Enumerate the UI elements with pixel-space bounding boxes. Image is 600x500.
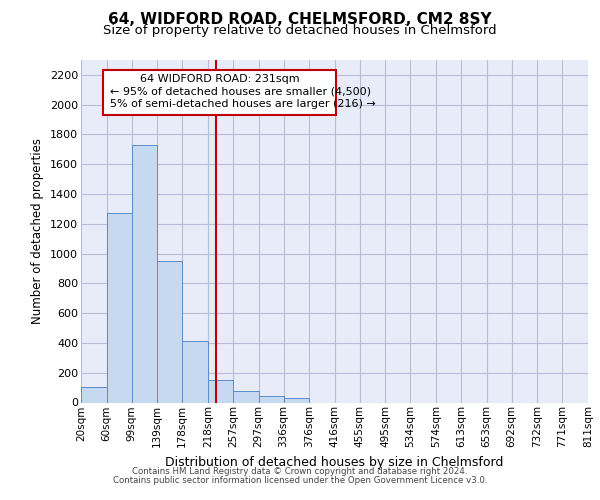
Y-axis label: Number of detached properties: Number of detached properties <box>31 138 44 324</box>
Text: 5% of semi-detached houses are larger (216) →: 5% of semi-detached houses are larger (2… <box>110 98 376 108</box>
Text: ← 95% of detached houses are smaller (4,500): ← 95% of detached houses are smaller (4,… <box>110 86 371 97</box>
Bar <box>182 340 208 402</box>
Bar <box>233 392 259 402</box>
Text: Contains public sector information licensed under the Open Government Licence v3: Contains public sector information licen… <box>113 476 487 485</box>
Bar <box>107 214 131 402</box>
Text: 64 WIDFORD ROAD: 231sqm: 64 WIDFORD ROAD: 231sqm <box>140 74 299 85</box>
FancyBboxPatch shape <box>103 70 336 115</box>
Bar <box>284 398 309 402</box>
Bar <box>259 396 284 402</box>
Bar <box>208 380 233 402</box>
Text: Contains HM Land Registry data © Crown copyright and database right 2024.: Contains HM Land Registry data © Crown c… <box>132 467 468 476</box>
Text: Size of property relative to detached houses in Chelmsford: Size of property relative to detached ho… <box>103 24 497 37</box>
Text: 64, WIDFORD ROAD, CHELMSFORD, CM2 8SY: 64, WIDFORD ROAD, CHELMSFORD, CM2 8SY <box>108 12 492 28</box>
Bar <box>81 386 107 402</box>
X-axis label: Distribution of detached houses by size in Chelmsford: Distribution of detached houses by size … <box>166 456 503 468</box>
Bar <box>131 145 157 403</box>
Bar <box>157 261 182 402</box>
